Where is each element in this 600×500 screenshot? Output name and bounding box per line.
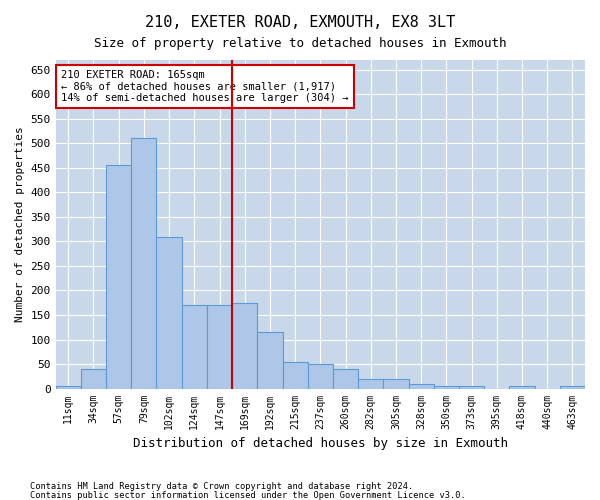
- Bar: [409, 384, 434, 388]
- Bar: [182, 305, 207, 388]
- Text: Size of property relative to detached houses in Exmouth: Size of property relative to detached ho…: [94, 38, 506, 51]
- Bar: [232, 302, 257, 388]
- Text: 210 EXETER ROAD: 165sqm
← 86% of detached houses are smaller (1,917)
14% of semi: 210 EXETER ROAD: 165sqm ← 86% of detache…: [61, 70, 349, 103]
- Bar: [131, 138, 157, 388]
- Text: Contains public sector information licensed under the Open Government Licence v3: Contains public sector information licen…: [30, 491, 466, 500]
- Bar: [560, 386, 585, 388]
- Y-axis label: Number of detached properties: Number of detached properties: [15, 126, 25, 322]
- Bar: [459, 386, 484, 388]
- Text: Contains HM Land Registry data © Crown copyright and database right 2024.: Contains HM Land Registry data © Crown c…: [30, 482, 413, 491]
- Bar: [81, 369, 106, 388]
- Bar: [434, 386, 459, 388]
- Text: 210, EXETER ROAD, EXMOUTH, EX8 3LT: 210, EXETER ROAD, EXMOUTH, EX8 3LT: [145, 15, 455, 30]
- Bar: [157, 236, 182, 388]
- Bar: [308, 364, 333, 388]
- Bar: [56, 386, 81, 388]
- Bar: [383, 378, 409, 388]
- Bar: [106, 166, 131, 388]
- Bar: [257, 332, 283, 388]
- Bar: [333, 369, 358, 388]
- Bar: [207, 305, 232, 388]
- X-axis label: Distribution of detached houses by size in Exmouth: Distribution of detached houses by size …: [133, 437, 508, 450]
- Bar: [283, 362, 308, 388]
- Bar: [358, 378, 383, 388]
- Bar: [509, 386, 535, 388]
